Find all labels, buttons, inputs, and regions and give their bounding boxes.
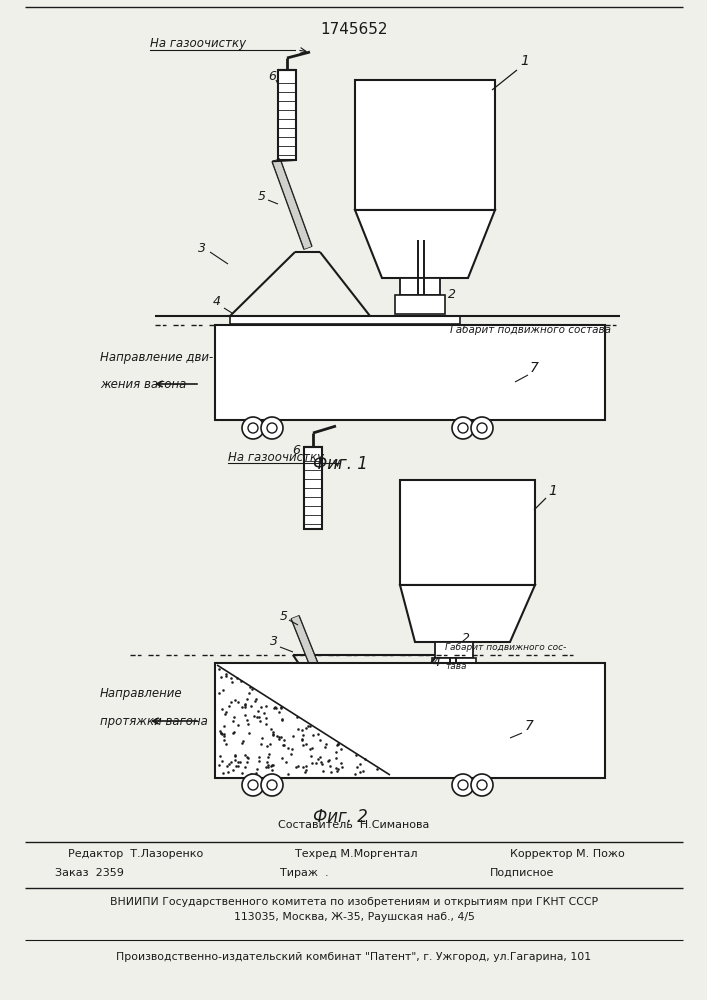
Text: На газоочистку: На газоочистку	[228, 450, 324, 464]
Circle shape	[452, 774, 474, 796]
Polygon shape	[355, 210, 495, 278]
Text: Габарит подвижного сос-: Габарит подвижного сос-	[445, 643, 566, 652]
Bar	[215, 325, 605, 420]
Bar	[215, 663, 605, 778]
Bar	[400, 480, 535, 585]
Text: 4: 4	[213, 295, 221, 308]
Text: 2: 2	[462, 632, 470, 645]
Circle shape	[248, 780, 258, 790]
Text: Направление дви-: Направление дви-	[100, 351, 214, 364]
Text: 3: 3	[198, 242, 206, 255]
Text: Фиг. 2: Фиг. 2	[312, 808, 368, 826]
Text: протяжки вагона: протяжки вагона	[100, 715, 208, 728]
Circle shape	[458, 780, 468, 790]
Circle shape	[261, 774, 283, 796]
Text: Заказ  2359: Заказ 2359	[55, 868, 124, 878]
Circle shape	[267, 423, 277, 433]
Circle shape	[477, 423, 487, 433]
Circle shape	[242, 417, 264, 439]
Bar	[278, 70, 296, 160]
Text: Техред М.Моргентал: Техред М.Моргентал	[295, 849, 418, 859]
Text: Корректор М. Пожо: Корректор М. Пожо	[510, 849, 625, 859]
Circle shape	[477, 780, 487, 790]
Circle shape	[248, 423, 258, 433]
Text: 6: 6	[292, 444, 300, 457]
Bar	[304, 447, 322, 529]
Circle shape	[242, 774, 264, 796]
Polygon shape	[291, 616, 334, 706]
Text: 5: 5	[280, 610, 288, 623]
Polygon shape	[272, 159, 312, 249]
Text: 7: 7	[525, 719, 534, 733]
Text: 2: 2	[448, 288, 456, 301]
Text: Редактор  Т.Лазоренко: Редактор Т.Лазоренко	[68, 849, 203, 859]
Circle shape	[458, 423, 468, 433]
Text: 113035, Москва, Ж-35, Раушская наб., 4/5: 113035, Москва, Ж-35, Раушская наб., 4/5	[233, 912, 474, 922]
Bar	[400, 278, 440, 295]
Polygon shape	[400, 585, 535, 642]
Circle shape	[267, 780, 277, 790]
Text: Направление: Направление	[100, 687, 182, 700]
Bar	[230, 316, 460, 324]
Bar	[432, 658, 476, 672]
Text: жения вагона: жения вагона	[100, 378, 187, 391]
Text: 1: 1	[548, 484, 557, 498]
Circle shape	[471, 417, 493, 439]
Text: 1745652: 1745652	[320, 22, 387, 37]
Text: 4: 4	[433, 656, 441, 669]
Text: 3: 3	[270, 635, 278, 648]
Text: ВНИИПИ Государственного комитета по изобретениям и открытиям при ГКНТ СССР: ВНИИПИ Государственного комитета по изоб…	[110, 897, 598, 907]
Text: Фиг. 1: Фиг. 1	[312, 455, 368, 473]
Text: Подписное: Подписное	[490, 868, 554, 878]
Text: тава: тава	[445, 662, 467, 671]
Bar	[355, 80, 495, 210]
Bar	[435, 642, 473, 658]
Text: 5: 5	[258, 190, 266, 203]
Text: 1: 1	[520, 54, 529, 68]
Bar	[395, 295, 445, 314]
Circle shape	[471, 774, 493, 796]
Text: 7: 7	[530, 361, 539, 375]
Text: На газоочистку: На газоочистку	[150, 37, 246, 50]
Text: Составитель  Н.Симанова: Составитель Н.Симанова	[279, 820, 430, 830]
Circle shape	[261, 417, 283, 439]
Circle shape	[452, 417, 474, 439]
Text: 6: 6	[268, 70, 276, 83]
Text: Тираж  .: Тираж .	[280, 868, 329, 878]
Text: Габарит подвижного состава: Габарит подвижного состава	[450, 325, 611, 335]
Text: Производственно-издательский комбинат "Патент", г. Ужгород, ул.Гагарина, 101: Производственно-издательский комбинат "П…	[117, 952, 592, 962]
